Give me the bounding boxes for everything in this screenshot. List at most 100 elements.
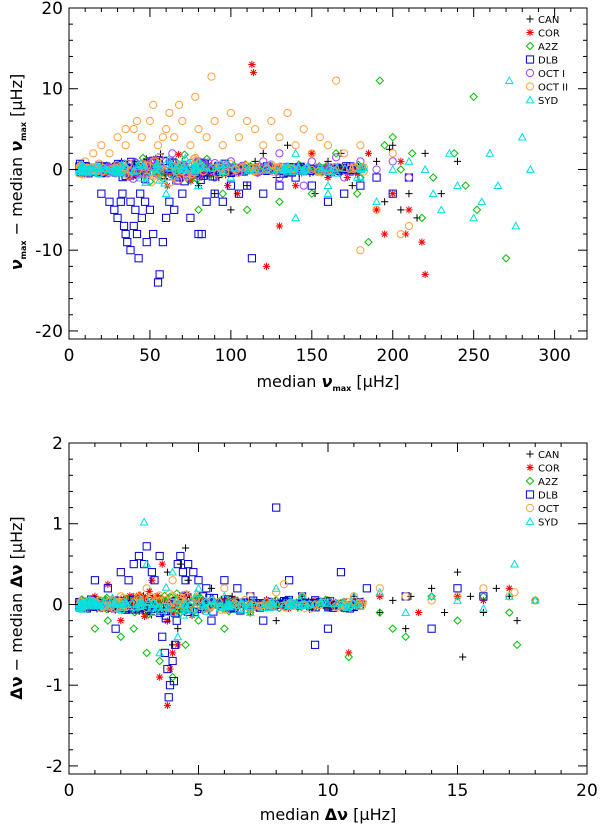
numax-point-dlb xyxy=(126,246,135,255)
dnu-cloud-point-syd xyxy=(288,600,298,609)
numax-point-oct-ii xyxy=(149,100,158,109)
numax-cloud-point-cor xyxy=(166,166,174,174)
numax-point-dlb xyxy=(275,181,284,190)
numax-point-oct-i xyxy=(404,173,414,182)
numax-point-dlb xyxy=(113,213,122,223)
dnu-point-a2z xyxy=(344,652,354,662)
dnu-point-dlb xyxy=(173,559,182,569)
numax-point-oct-ii xyxy=(89,149,98,158)
dnu-cloud-point-oct xyxy=(144,595,153,604)
dnu-point-dlb xyxy=(124,576,133,585)
numax-cloud-point-cor xyxy=(199,170,207,178)
numax-point-syd xyxy=(404,156,414,165)
numax-cloud-point-cor xyxy=(197,173,205,181)
dnu-point-can xyxy=(181,544,190,552)
dnu-y-tick-label: -1 xyxy=(46,676,63,696)
dnu-point-dlb xyxy=(90,576,100,585)
numax-point-dlb xyxy=(197,229,206,239)
dnu-point-dlb xyxy=(178,568,188,577)
numax-point-syd xyxy=(511,221,521,230)
dnu-cloud-point-syd xyxy=(138,598,148,607)
numax-legend-label-dlb: DLB xyxy=(538,56,558,67)
numax-point-oct-ii xyxy=(129,124,138,134)
numax-point-oct-ii xyxy=(153,141,163,150)
numax-legend-label-a2z: A2Z xyxy=(538,42,558,53)
numax-cloud-point-syd xyxy=(200,162,210,171)
dnu-point-dlb xyxy=(194,576,203,585)
numax-point-dlb xyxy=(153,278,163,287)
dnu-point-dlb xyxy=(176,551,185,561)
numax-cloud-point-syd xyxy=(165,160,175,169)
numax-point-dlb xyxy=(218,197,227,206)
numax-cloud-point-syd xyxy=(133,160,143,169)
dnu-cloud-point-syd xyxy=(201,596,211,605)
dnu-cloud-point-oct xyxy=(191,595,200,604)
numax-x-tick-label: 250 xyxy=(457,346,489,366)
dnu-cloud-point-syd xyxy=(248,597,258,606)
numax-point-dlb xyxy=(131,205,140,214)
dnu-cloud-point-syd xyxy=(150,599,160,608)
dnu-point-can xyxy=(174,625,182,633)
numax-cloud-point-syd xyxy=(212,161,222,170)
numax-point-oct-ii xyxy=(137,133,146,142)
dnu-point-cor xyxy=(376,592,384,600)
dnu-y-tick-label: 0 xyxy=(52,595,63,615)
numax-legend: CAN COR A2Z DLB OCT I OCT II SYD xyxy=(525,15,568,107)
numax-point-a2z xyxy=(472,205,482,215)
numax-cloud-point-syd xyxy=(113,168,123,177)
numax-point-cor xyxy=(372,206,381,214)
numax-point-oct-ii xyxy=(194,124,203,134)
dnu-point-a2z xyxy=(168,672,177,682)
dnu-legend-label-a2z: A2Z xyxy=(538,477,558,488)
numax-point-dlb xyxy=(170,205,179,214)
numax-point-syd xyxy=(428,189,438,198)
dnu-y-tick-label: 1 xyxy=(52,515,63,535)
dnu-cloud-point-syd xyxy=(164,604,174,613)
numax-cloud-point-syd xyxy=(152,159,162,168)
dnu-x-tick-label: 20 xyxy=(576,781,598,801)
numax-series-can xyxy=(178,141,462,222)
numax-point-dlb xyxy=(123,238,132,247)
numax-cloud-point-syd xyxy=(155,175,164,184)
numax-y-tick-label: 0 xyxy=(52,160,63,180)
numax-cloud-point-a2z xyxy=(184,175,194,185)
numax-cloud-point-syd xyxy=(293,161,303,170)
numax-cloud-point-syd xyxy=(217,164,227,173)
numax-point-dlb xyxy=(242,181,252,190)
numax-cloud-point-syd xyxy=(141,177,151,186)
numax-point-dlb xyxy=(145,205,155,214)
numax-point-oct-i xyxy=(307,157,316,166)
numax-point-a2z xyxy=(194,205,203,215)
dnu-legend-marker-syd xyxy=(525,516,535,525)
dnu-point-dlb xyxy=(202,584,211,593)
dnu-point-dlb xyxy=(427,624,436,633)
dnu-point-can xyxy=(428,584,436,592)
dnu-cloud-point-syd xyxy=(355,601,365,610)
dnu-cloud-point-syd xyxy=(310,599,319,608)
numax-point-dlb xyxy=(140,197,150,206)
dnu-point-oct xyxy=(272,588,281,597)
numax-y-tick-label: 10 xyxy=(41,80,63,100)
numax-cloud-point-syd xyxy=(179,161,189,170)
dnu-cloud-point-syd xyxy=(352,599,362,608)
numax-point-dlb xyxy=(137,213,146,223)
dnu-point-cor xyxy=(174,641,182,649)
dnu-cloud-point-cor xyxy=(221,596,229,605)
numax-legend-marker-oct-ii xyxy=(525,82,535,91)
numax-cloud-point-syd xyxy=(356,165,366,174)
dnu-point-dlb xyxy=(189,568,198,577)
numax-point-oct-ii xyxy=(165,108,174,118)
dnu-cloud-point-syd xyxy=(116,604,126,613)
numax-point-a2z xyxy=(380,140,389,150)
dnu-dense-cloud xyxy=(74,582,367,625)
numax-point-dlb xyxy=(118,189,127,198)
dnu-cloud-point-syd xyxy=(300,599,309,608)
dnu-point-dlb xyxy=(158,632,167,641)
dnu-point-oct xyxy=(375,584,384,593)
dnu-point-oct xyxy=(142,584,151,593)
numax-point-oct-ii xyxy=(174,100,184,109)
numax-point-oct-ii xyxy=(226,108,235,118)
dnu-x-tick-label: 0 xyxy=(64,781,75,801)
numax-point-dlb xyxy=(186,213,195,223)
numax-point-can xyxy=(251,157,259,165)
